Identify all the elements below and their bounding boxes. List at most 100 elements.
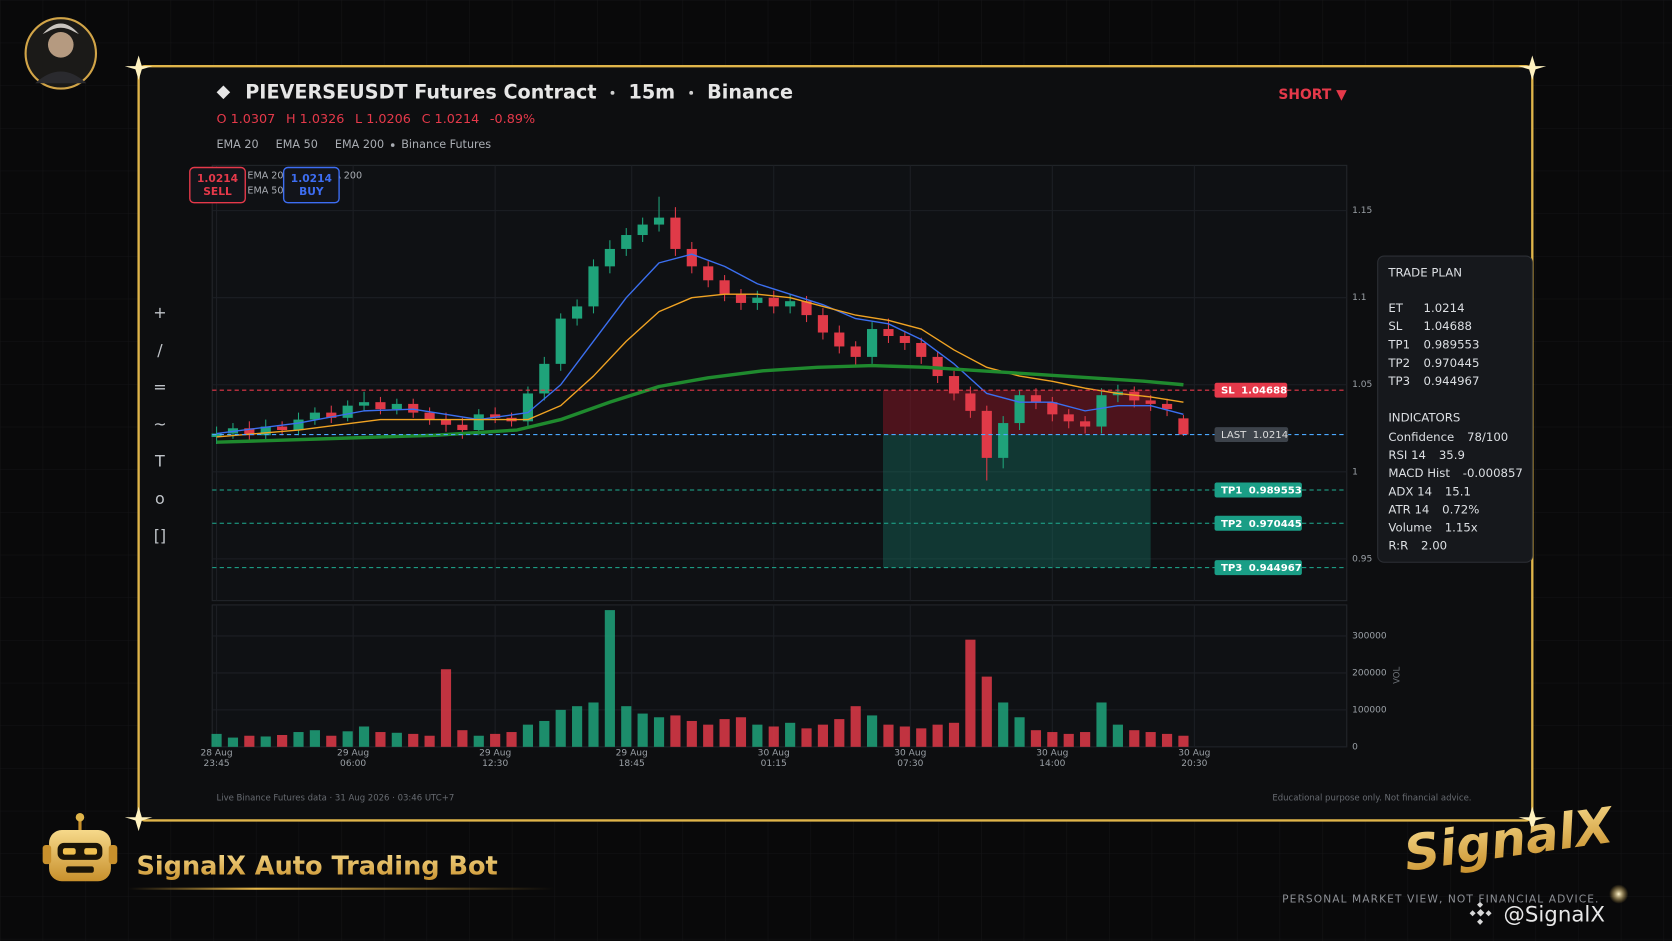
volume-bar [309, 730, 320, 747]
volume-bar [539, 720, 550, 747]
x-tick-label: 30 Aug 01:15 [757, 747, 790, 770]
tool-button[interactable]: = [153, 377, 166, 396]
level-name: TP3 [1221, 563, 1242, 574]
title-separator [610, 90, 615, 95]
volume-bar [785, 722, 796, 747]
volume-bar [440, 669, 452, 747]
volume-bar [850, 706, 861, 747]
tool-button[interactable]: T [154, 452, 165, 471]
indicator-item: -0.000857 [1463, 466, 1523, 480]
tool-button[interactable]: + [153, 303, 166, 322]
candle-body [473, 414, 484, 431]
candle-body [653, 217, 665, 225]
volume-bar [391, 732, 402, 747]
volume-bar [293, 732, 304, 747]
level-name: TP1 [1221, 486, 1242, 497]
candle-body [883, 329, 894, 337]
order-button[interactable] [282, 166, 340, 204]
x-tick-label-box: 29 Aug 06:00 [337, 748, 369, 769]
x-tick-label-box: 30 Aug 07:30 [894, 748, 926, 769]
volume-bar [211, 733, 222, 747]
footer-note: Live Binance Futures data · 31 Aug 2026 … [216, 794, 454, 804]
trade-plan-panel [1377, 255, 1533, 563]
inner-legend-entry: EMA 50 [247, 185, 283, 196]
y-tick-label: 0.95 [1352, 554, 1372, 564]
volume-bar [965, 639, 976, 747]
plan-label: SL [1388, 319, 1402, 333]
avatar [24, 17, 98, 90]
volume-bar [948, 722, 960, 747]
candle-body [850, 346, 861, 357]
order-price[interactable]: 1.0214 [291, 172, 332, 185]
level-name: LAST [1221, 430, 1247, 441]
volume-bar [490, 733, 501, 747]
tool-button[interactable]: / [157, 340, 163, 359]
plan-label: ET [1388, 301, 1403, 315]
candle-body [244, 428, 255, 436]
legend-entry: EMA 50 [276, 138, 318, 151]
volume-bar [457, 730, 468, 747]
volume-bar [1161, 733, 1173, 747]
candle-body [801, 301, 812, 316]
trade-zone [883, 434, 1151, 568]
ohlc-value: L 1.0206 [355, 112, 411, 127]
volume-bar [866, 715, 878, 747]
indicator-item: 35.9 [1439, 448, 1465, 462]
volume-tick-label: 0 [1352, 742, 1358, 752]
legend-separator [390, 143, 395, 147]
legend-entry: EMA 20 [216, 138, 258, 151]
volume-bar [719, 719, 730, 747]
volume-bar [981, 676, 992, 747]
candle-body [1178, 418, 1189, 435]
indicator-item: Volume [1388, 521, 1432, 535]
volume-bar [621, 706, 632, 747]
disclaimer: PERSONAL MARKET VIEW, NOT FINANCIAL ADVI… [1282, 892, 1599, 905]
tool-button[interactable]: ~ [153, 415, 166, 434]
volume-bar [604, 610, 615, 747]
y-tick-label: 1.05 [1352, 380, 1372, 390]
volume-bar [1047, 732, 1058, 747]
volume-bar [358, 726, 370, 747]
plan-label: TP2 [1387, 356, 1410, 370]
order-price[interactable]: 1.0214 [197, 172, 238, 185]
tool-button[interactable]: [] [154, 526, 166, 545]
order-button[interactable] [189, 166, 246, 204]
candle-body [1080, 421, 1091, 427]
panel-title: TRADE PLAN [1387, 266, 1462, 280]
candle-body [703, 266, 714, 281]
ohlc-value: C 1.0214 [422, 112, 480, 127]
plan-value: 0.944967 [1424, 374, 1480, 388]
ohlc-value: -0.89% [490, 112, 535, 127]
level-label-box [1214, 382, 1288, 398]
level-label-box [1214, 560, 1302, 576]
level-value: 0.970445 [1249, 519, 1302, 530]
candle-body [408, 403, 419, 413]
volume-bar [752, 724, 763, 747]
volume-panel [211, 604, 1348, 748]
tool-button[interactable]: o [155, 489, 165, 508]
level-label: TP2 0.970445 [1221, 519, 1302, 530]
title-icon [216, 85, 231, 100]
volume-bar [1145, 732, 1156, 747]
signal-badge[interactable]: SHORT ▼ [1278, 87, 1347, 103]
candle-body [719, 280, 730, 295]
volume-bar [686, 720, 697, 747]
indicator-item: R:R [1388, 539, 1408, 553]
volume-bar [998, 702, 1009, 747]
volume-tick-label: 200000 [1352, 668, 1387, 678]
candle-body [358, 402, 370, 406]
order-side[interactable]: BUY [299, 185, 324, 198]
candle-body [326, 412, 337, 418]
volume-bar [703, 724, 714, 747]
order-side[interactable]: SELL [203, 185, 232, 198]
candle-body [277, 426, 288, 431]
candle-body [637, 224, 648, 236]
volume-bar [817, 724, 828, 747]
volume-bar [408, 733, 419, 747]
volume-bar [1096, 702, 1107, 747]
y-tick-label: 1.1 [1352, 293, 1366, 303]
candle-body [522, 393, 534, 422]
volume-bar [883, 724, 894, 747]
